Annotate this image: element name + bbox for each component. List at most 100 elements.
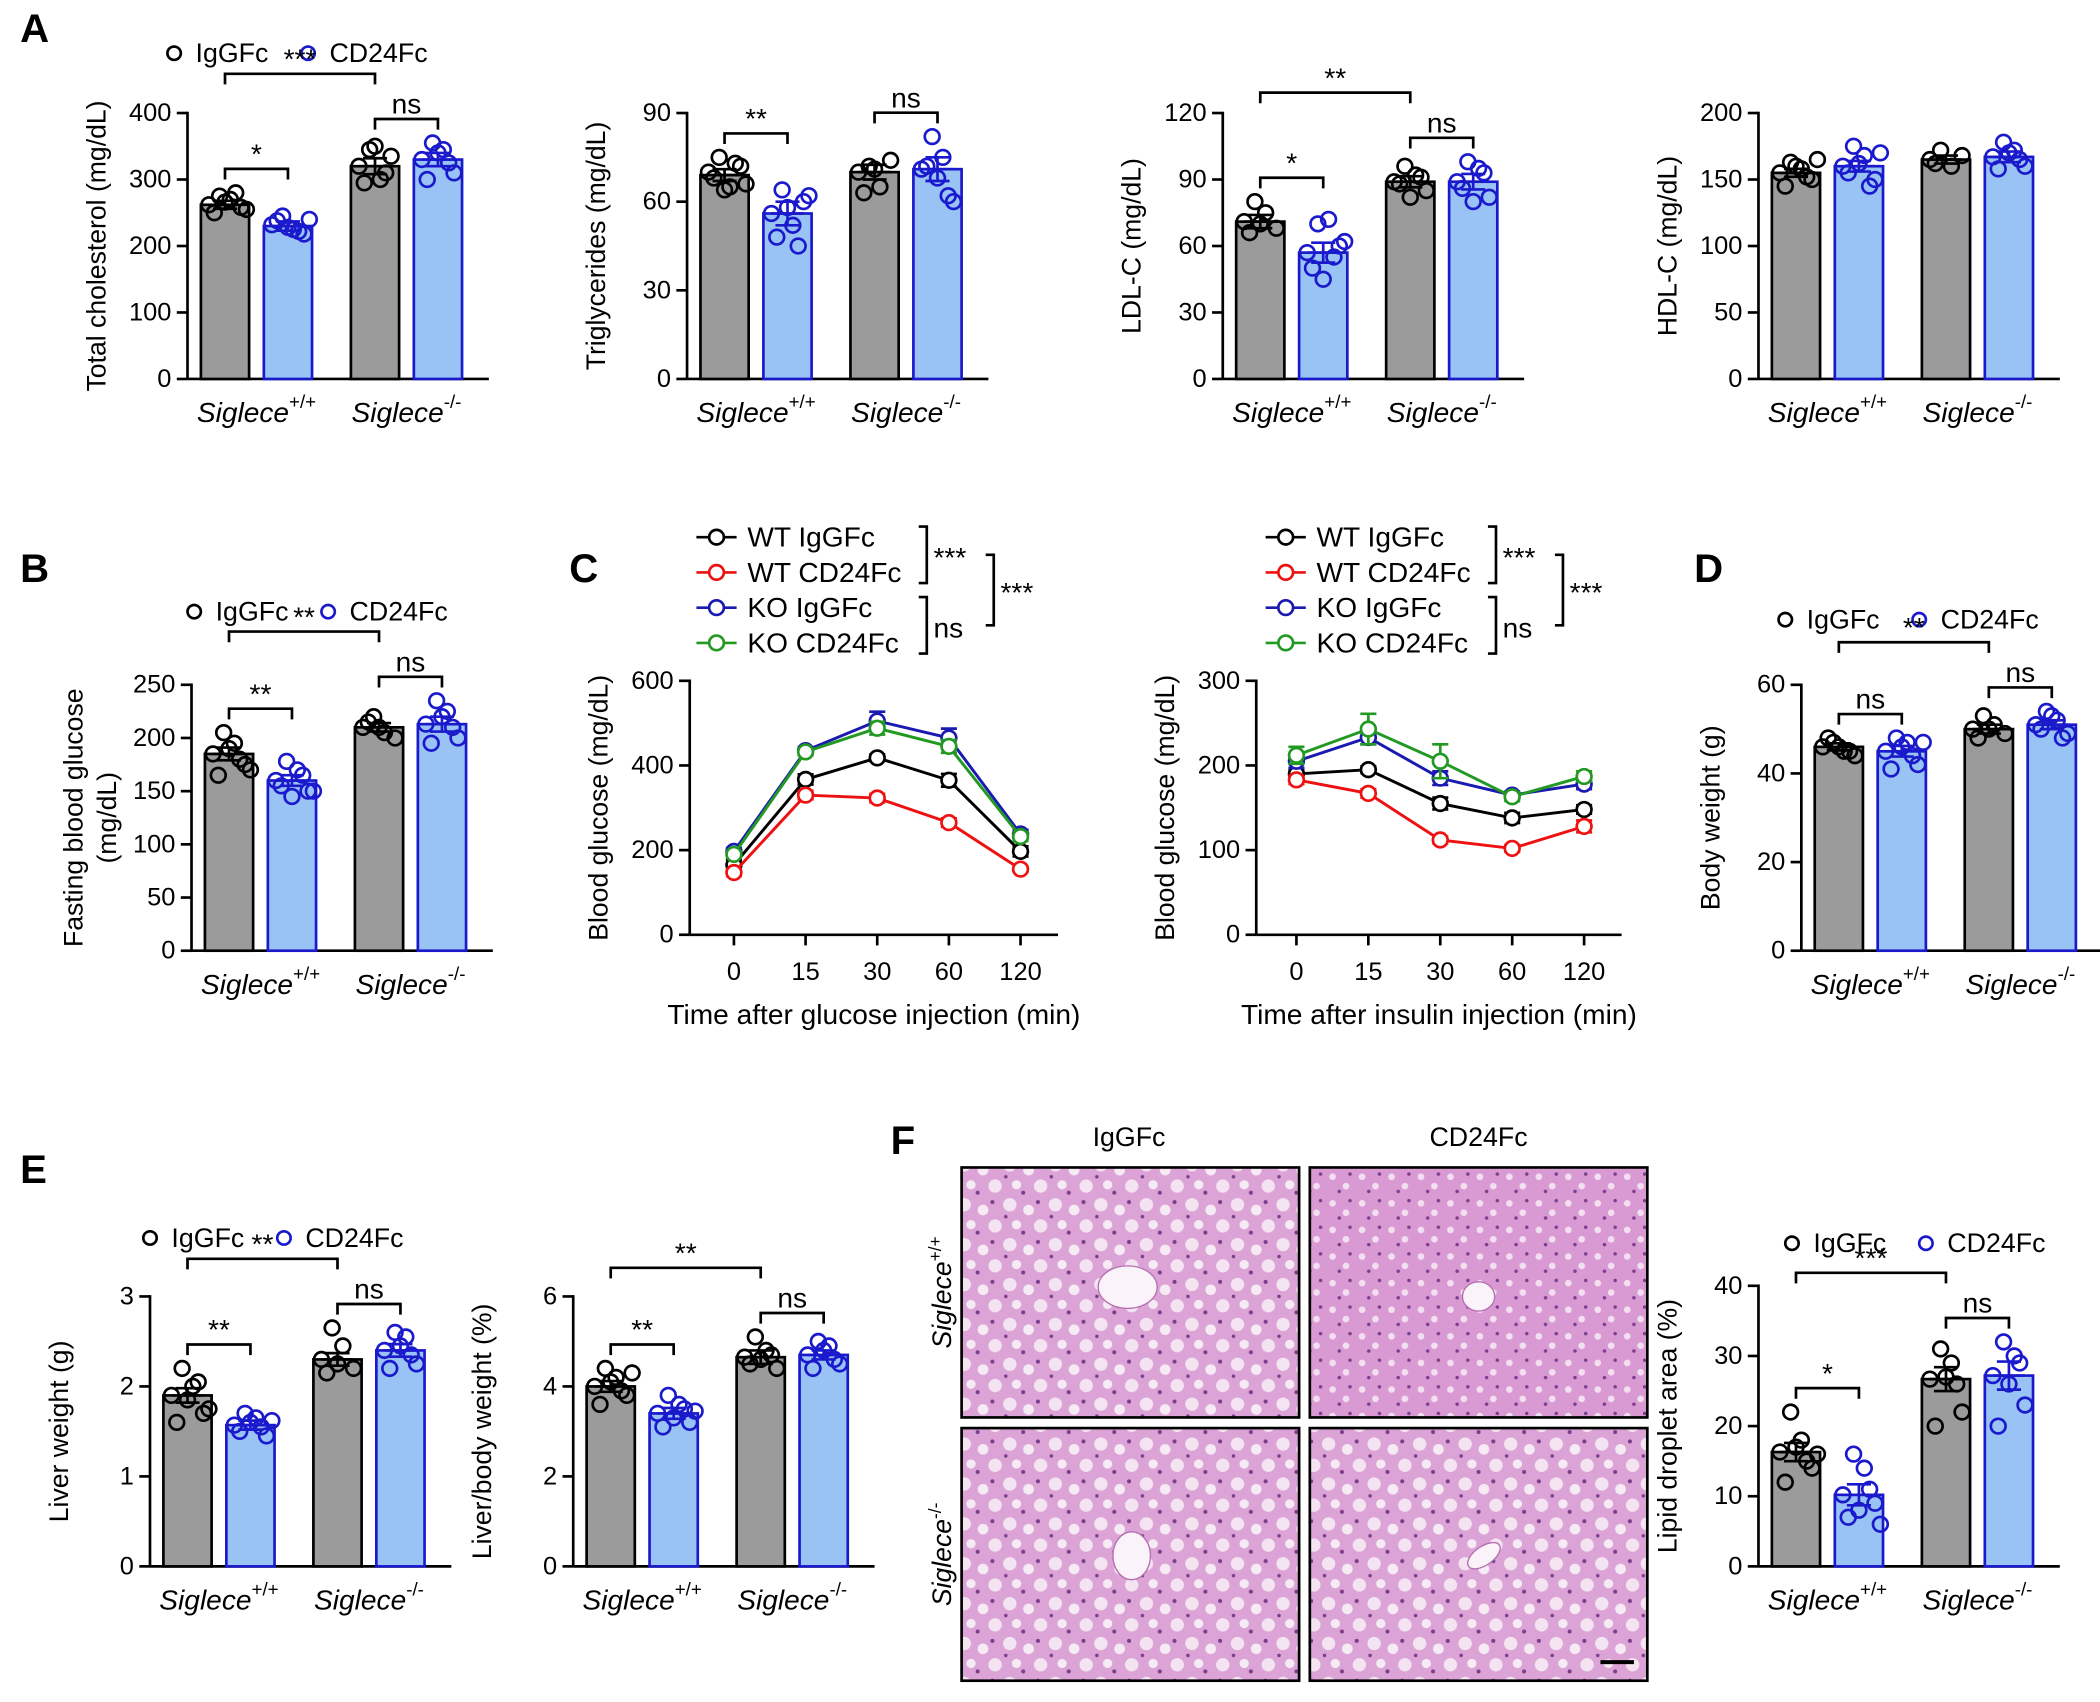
bar <box>1963 727 2015 953</box>
row-label: Siglece-/- <box>925 1503 957 1606</box>
data-point <box>283 787 301 806</box>
data-point <box>825 1350 844 1369</box>
x-tick-label-gene: Siglece <box>1965 969 2057 1000</box>
x-tick-label-genotype: +/+ <box>789 391 816 412</box>
y-tick-label: 400 <box>129 99 171 127</box>
y-tick-label: 200 <box>1198 752 1240 780</box>
y-tick-label: 40 <box>1757 759 1785 787</box>
legend-label: IgGFc <box>196 38 269 68</box>
x-tick-label-genotype: +/+ <box>252 1579 279 1600</box>
significance-bracket <box>1258 176 1325 189</box>
data-point <box>654 1418 672 1436</box>
data-point <box>318 1364 336 1382</box>
data-point <box>231 750 249 768</box>
significance-label: *** <box>933 542 966 573</box>
data-point <box>1475 164 1493 182</box>
data-point <box>939 187 957 205</box>
significance-bracket <box>1987 686 2054 699</box>
y-axis-label: LDL-C (mg/dL) <box>1117 158 1147 334</box>
data-point <box>1850 1501 1868 1519</box>
data-point <box>231 1422 249 1441</box>
data-point <box>1984 1366 2002 1385</box>
significance-bracket <box>918 595 929 655</box>
bar <box>1920 1377 1972 1568</box>
significance-label: ** <box>675 1238 697 1269</box>
bar <box>735 1355 787 1568</box>
bar <box>1384 180 1436 381</box>
significance-label: ** <box>1324 62 1346 93</box>
y-tick-label: 0 <box>1771 937 1785 965</box>
data-point <box>381 1359 399 1378</box>
y-axis-label: Total cholesterol (mg/dL) <box>81 100 111 391</box>
bar <box>798 1353 850 1568</box>
data-point <box>237 200 256 219</box>
x-tick-label-genotype: -/- <box>2015 1579 2033 1600</box>
data-point <box>443 718 462 736</box>
x-tick-label: Siglece+/+ <box>1768 1579 1887 1615</box>
x-tick-label: Siglece+/+ <box>583 1579 702 1615</box>
significance-bracket <box>985 553 996 627</box>
legend-label: IgGFc <box>216 597 289 627</box>
panel-letter: E <box>20 1148 47 1192</box>
data-point <box>225 734 244 752</box>
data-point <box>1819 729 1837 747</box>
data-point <box>686 1402 704 1420</box>
y-tick-label: 0 <box>660 921 674 949</box>
data-point <box>209 766 228 784</box>
vessel <box>1466 1541 1501 1570</box>
x-tick-label: 15 <box>791 958 819 986</box>
bar <box>225 1423 276 1568</box>
data-point <box>1011 860 1030 878</box>
data-point <box>1401 188 1419 206</box>
y-tick-label: 100 <box>129 299 171 327</box>
data-point <box>855 184 873 202</box>
x-tick-label: 15 <box>1354 958 1382 986</box>
legend-marker <box>320 603 337 620</box>
y-tick-label: 200 <box>1700 99 1742 127</box>
y-axis-label: Blood glucose (mg/dL) <box>1150 675 1180 941</box>
data-point <box>204 745 222 763</box>
data-point <box>934 148 952 166</box>
significance-bracket <box>373 117 440 130</box>
y-tick-label: 150 <box>133 777 175 805</box>
legend-label: KO IgGFc <box>747 592 872 623</box>
data-point <box>391 1337 410 1355</box>
data-point <box>1921 1370 1939 1388</box>
x-tick-label-genotype: -/- <box>829 1579 847 1600</box>
bar <box>585 1385 637 1568</box>
chart: 0 200 400 600 Blood glucose (mg/dL) 0 15 30 60 12… <box>584 522 1081 1030</box>
y-tick-label: 0 <box>543 1552 557 1580</box>
x-tick-label-gene: Siglece <box>197 397 289 428</box>
significance-label: ns <box>777 1283 807 1314</box>
bar <box>1876 749 1928 953</box>
data-point <box>355 174 373 192</box>
x-tick-label-gene: Siglece <box>851 397 943 428</box>
y-tick-label: 20 <box>1757 848 1785 876</box>
y-tick-label: 0 <box>161 937 175 965</box>
bar <box>699 173 750 381</box>
data-point <box>382 147 400 165</box>
x-tick-label: Siglece-/- <box>1923 391 2033 427</box>
legend-label: KO CD24Fc <box>1317 627 1469 658</box>
data-point <box>236 755 254 774</box>
y-tick-label: 60 <box>643 188 671 216</box>
y-tick-label: 30 <box>1178 299 1206 327</box>
series-line <box>732 756 1022 866</box>
bar <box>412 158 464 381</box>
y-tick-label: 0 <box>1226 921 1240 949</box>
significance-bracket <box>186 1257 339 1270</box>
data-point <box>1989 160 2007 178</box>
y-tick-label: 250 <box>133 671 175 699</box>
bar <box>353 726 405 953</box>
x-tick-label: Siglece-/- <box>1387 391 1497 427</box>
data-point <box>438 702 457 721</box>
legend-label: WT IgGFc <box>1317 522 1445 553</box>
legend-marker <box>707 634 726 652</box>
y-tick-label: 0 <box>1728 1552 1742 1580</box>
y-tick-label: 300 <box>129 166 171 194</box>
x-tick-label: Siglece+/+ <box>1768 391 1887 427</box>
data-point <box>1903 747 1922 765</box>
chart: 0 100 200 300 400 Total cholesterol (mg/dL) Si… <box>81 38 489 428</box>
data-point <box>659 1386 678 1405</box>
data-point <box>768 228 786 246</box>
